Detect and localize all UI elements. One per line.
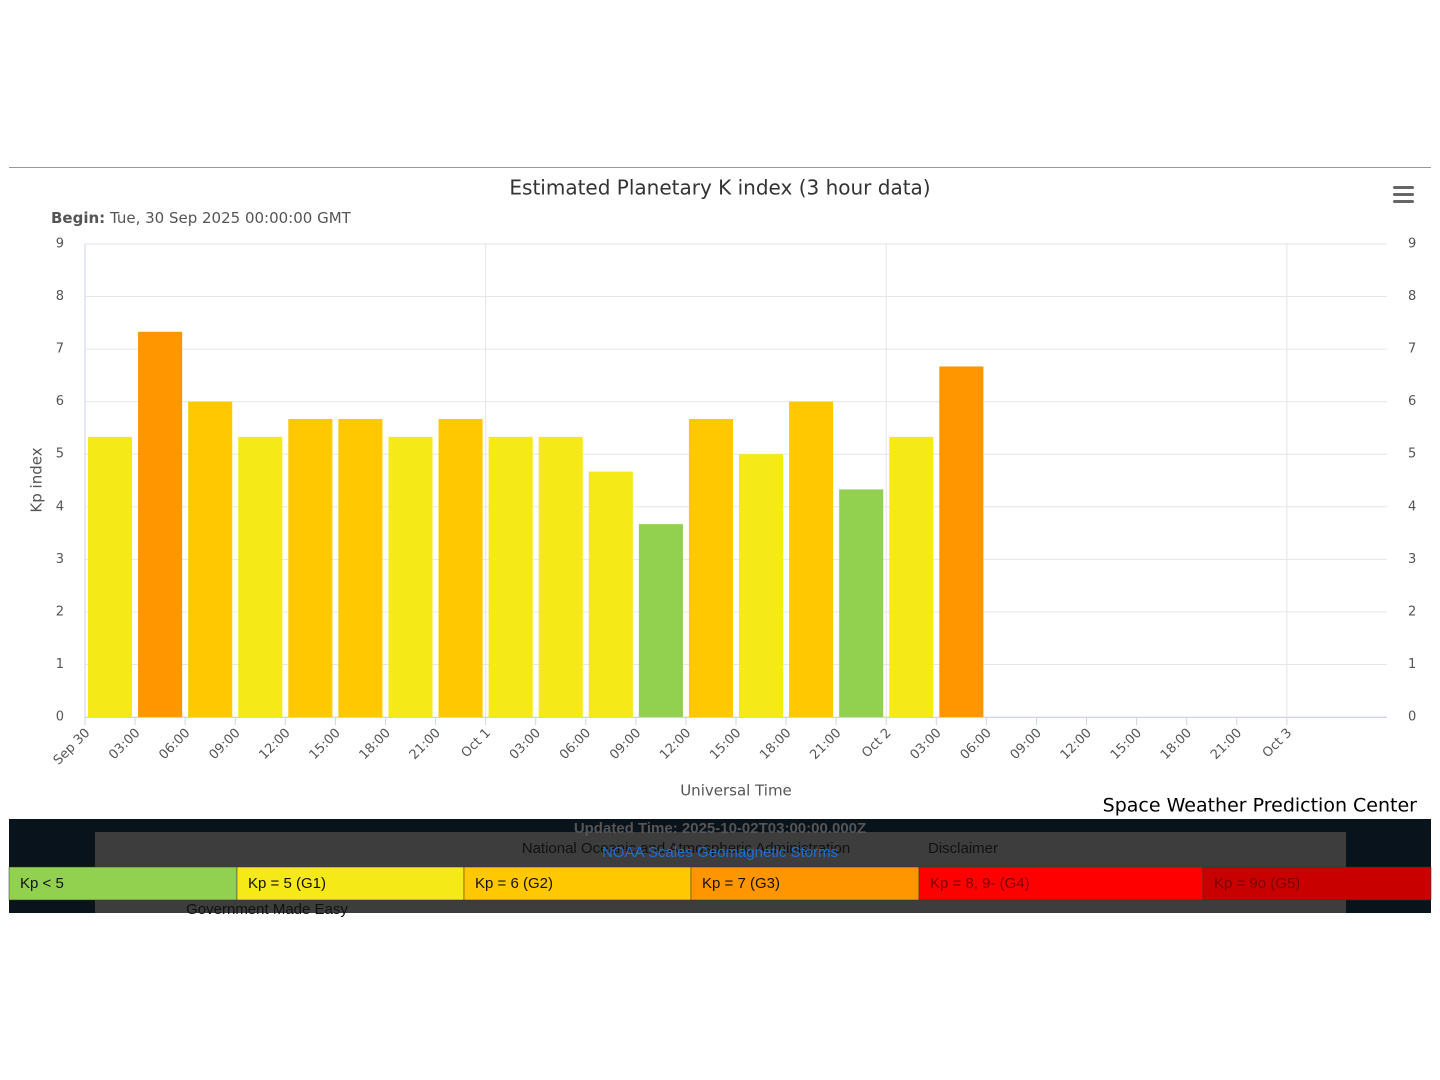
y-tick-label: 5 <box>56 447 64 462</box>
footer-agency[interactable]: National Oceanic and Atmospheric Adminis… <box>522 840 851 857</box>
credit: Space Weather Prediction Center <box>1103 795 1418 817</box>
y-tick-label: 8 <box>56 289 64 304</box>
y2-tick-label: 6 <box>1408 394 1416 409</box>
y-tick-label: 6 <box>56 394 64 409</box>
bar <box>739 454 784 717</box>
y-tick-label: 3 <box>56 552 64 567</box>
x-tick-label: 03:00 <box>507 726 544 763</box>
footer-disclaimer[interactable]: Disclaimer <box>928 840 998 857</box>
bar <box>638 524 683 717</box>
x-tick-label: 15:00 <box>1108 726 1145 763</box>
bar <box>688 419 733 717</box>
x-tick-label: Oct 1 <box>459 726 494 761</box>
x-tick-label: 09:00 <box>206 726 243 763</box>
x-tick-label: 12:00 <box>257 726 294 763</box>
y-tick-label: 4 <box>56 499 64 514</box>
bar <box>889 436 934 717</box>
x-tick-label: 21:00 <box>407 726 444 763</box>
scale-label: Kp = 5 (G1) <box>248 875 326 892</box>
x-tick-label: 06:00 <box>958 726 995 763</box>
y2-tick-label: 2 <box>1408 604 1416 619</box>
x-tick-label: 18:00 <box>1158 726 1195 763</box>
bar <box>839 489 884 717</box>
scale-label: Kp = 7 (G3) <box>702 875 780 892</box>
x-tick-label: 21:00 <box>1208 726 1245 763</box>
subtitle: Begin: Tue, 30 Sep 2025 00:00:00 GMT <box>51 209 352 227</box>
y-tick-label: 2 <box>56 604 64 619</box>
x-tick-label: Sep 30 <box>51 726 94 769</box>
bar <box>789 401 834 717</box>
scale-swatch <box>1202 866 1432 901</box>
x-tick-label: 15:00 <box>707 726 744 763</box>
y-tick-label: 0 <box>56 710 64 725</box>
menu-bar <box>1393 200 1414 203</box>
x-tick-label: 21:00 <box>807 726 844 763</box>
scale-swatch <box>918 866 1204 901</box>
scale-label: Kp < 5 <box>20 875 64 892</box>
bar <box>488 436 533 717</box>
x-axis-label: Universal Time <box>680 782 792 800</box>
y2-tick-label: 5 <box>1408 447 1416 462</box>
y-axis-label: Kp index <box>28 447 46 512</box>
bar <box>188 401 233 717</box>
y2-tick-label: 3 <box>1408 552 1416 567</box>
bar <box>288 419 333 717</box>
x-tick-label: 18:00 <box>357 726 394 763</box>
menu-bar <box>1393 193 1414 196</box>
x-tick-label: 03:00 <box>106 726 143 763</box>
scale-swatch <box>236 866 465 901</box>
y-tick-label: 1 <box>56 657 64 672</box>
bar <box>238 436 283 717</box>
x-tick-label: Oct 3 <box>1260 726 1295 761</box>
x-tick-label: Oct 2 <box>859 726 894 761</box>
y2-tick-label: 1 <box>1408 657 1416 672</box>
x-tick-label: 09:00 <box>1008 726 1045 763</box>
y2-tick-label: 9 <box>1408 237 1416 252</box>
subtitle-text: Tue, 30 Sep 2025 00:00:00 GMT <box>109 209 352 227</box>
plot: 0 0 1 1 2 2 3 3 4 4 5 5 6 6 7 7 8 8 9 9 Sep 30 03:00 06:00 09:0… <box>51 237 1417 769</box>
bar <box>138 331 183 717</box>
x-tick-label: 03:00 <box>908 726 945 763</box>
y-tick-label: 7 <box>56 342 64 357</box>
menu-bar <box>1393 186 1414 189</box>
y2-tick-label: 4 <box>1408 499 1416 514</box>
scale-label: Kp = 9o (G5) <box>1214 875 1300 892</box>
y2-tick-label: 0 <box>1408 710 1416 725</box>
scale-label: Kp = 8, 9- (G4) <box>930 875 1030 892</box>
scale-label: Kp = 6 (G2) <box>475 875 553 892</box>
menu-button[interactable] <box>1393 186 1414 203</box>
y-tick-label: 9 <box>56 237 64 252</box>
footer-link[interactable]: NOAA Scales Geomagnetic Storms <box>602 844 838 861</box>
scale-legend: Kp < 5 Kp = 5 (G1) Kp = 6 (G2) Kp = 7 (G3) K… <box>8 866 1432 901</box>
y2-tick-label: 7 <box>1408 342 1416 357</box>
y2-tick-label: 8 <box>1408 289 1416 304</box>
scale-swatch <box>8 866 238 901</box>
subtitle-label: Begin: <box>51 209 105 227</box>
x-tick-label: 09:00 <box>607 726 644 763</box>
footer-usa[interactable]: Government Made Easy <box>186 901 348 918</box>
x-tick-label: 18:00 <box>757 726 794 763</box>
x-tick-label: 06:00 <box>557 726 594 763</box>
bar <box>88 436 133 717</box>
chart-title: Estimated Planetary K index (3 hour data… <box>509 176 930 200</box>
x-tick-label: 12:00 <box>1058 726 1095 763</box>
scale-swatch <box>690 866 920 901</box>
bar <box>939 366 984 717</box>
bar <box>588 471 633 717</box>
bar <box>338 419 383 717</box>
x-tick-label: 06:00 <box>156 726 193 763</box>
bar <box>438 419 483 717</box>
bar <box>388 436 433 717</box>
x-tick-label: 15:00 <box>307 726 344 763</box>
x-tick-label: 12:00 <box>657 726 694 763</box>
bar <box>538 436 583 717</box>
scale-swatch <box>463 866 692 901</box>
footer-updated: Updated Time: 2025-10-02T03:00:00.000Z <box>574 820 866 837</box>
